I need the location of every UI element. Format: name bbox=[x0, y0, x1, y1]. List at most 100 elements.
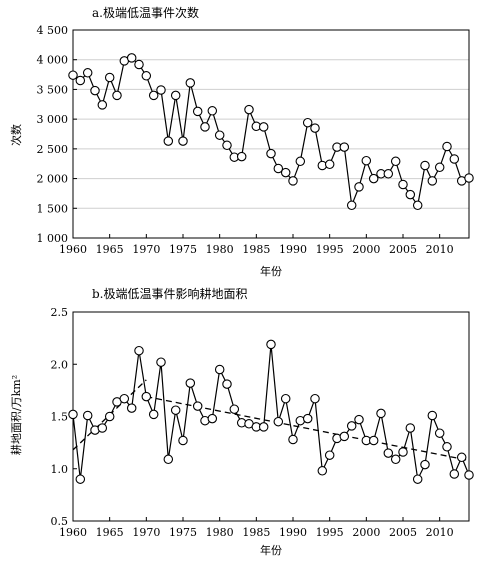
panel-a-data-point bbox=[126, 53, 137, 63]
panel-b-data-point bbox=[412, 474, 423, 484]
panel-b-data-point bbox=[317, 466, 328, 476]
panel-a-xtick-label: 2010 bbox=[426, 243, 454, 256]
panel-b-data-point bbox=[405, 423, 416, 433]
panel-b-data-point bbox=[134, 345, 144, 356]
panel-a-xtick-label: 1965 bbox=[96, 243, 124, 256]
panel-a-data-point bbox=[390, 156, 401, 167]
panel-b-xtick-label: 1970 bbox=[132, 526, 160, 539]
panel-b-ytick-label: 0.5 bbox=[51, 515, 69, 528]
panel-a-data-point bbox=[163, 136, 174, 146]
panel-b-data-point bbox=[141, 391, 152, 402]
panel-a-xtick-label: 1960 bbox=[59, 243, 87, 256]
panel-b-ytick-label: 1.5 bbox=[51, 411, 69, 424]
panel-b-data-point bbox=[346, 421, 357, 431]
panel-b-data-point bbox=[229, 404, 240, 414]
panel-b-xtick-label: 1995 bbox=[316, 526, 344, 539]
panel-a-data-point bbox=[178, 136, 188, 146]
panel-b-data-point bbox=[185, 378, 196, 388]
panel-a-data-point bbox=[97, 100, 108, 110]
panel-a-data-point bbox=[368, 173, 379, 184]
panel-b-data-point bbox=[427, 410, 438, 421]
panel-b-data-point bbox=[82, 410, 93, 421]
panel-b-data-point bbox=[222, 379, 232, 389]
panel-b-data-point bbox=[68, 409, 78, 420]
panel-a-ytick-label: 4 000 bbox=[37, 54, 69, 67]
panel-b-title: b.极端低温事件影响耕地面积 bbox=[92, 286, 248, 301]
panel-a-data-point bbox=[68, 70, 78, 80]
panel-a-data-point bbox=[192, 106, 203, 117]
panel-a-data-point bbox=[383, 169, 394, 179]
panel-b-data-point bbox=[75, 474, 86, 484]
panel-b-xtick-label: 2010 bbox=[426, 526, 454, 539]
panel-b-data-point bbox=[398, 447, 408, 457]
panel-b-data-point bbox=[310, 393, 320, 404]
panel-b-data-point bbox=[97, 423, 108, 433]
panel-a-xtick-label: 1990 bbox=[279, 243, 307, 256]
panel-b-xtick-label: 1965 bbox=[96, 526, 124, 539]
panel-b-data-point bbox=[280, 393, 291, 404]
panel-b-data-point bbox=[156, 357, 166, 367]
panel-a-ytick-label: 2 500 bbox=[37, 143, 69, 156]
panel-a-data-point bbox=[302, 117, 313, 128]
panel-a-ylabel: 次数 bbox=[9, 124, 23, 146]
panel-a-data-point bbox=[141, 71, 152, 81]
panel-a-ytick-label: 3 000 bbox=[37, 113, 69, 126]
panel-a-xtick-label: 1980 bbox=[206, 243, 234, 256]
panel-a-xtick-label: 2000 bbox=[352, 243, 380, 256]
panel-a-data-point bbox=[104, 72, 115, 83]
panel-b-data-point bbox=[339, 431, 350, 442]
panel-b-data-point bbox=[324, 450, 335, 460]
panel-b-data-point bbox=[383, 448, 394, 458]
panel-b-data-point bbox=[207, 413, 218, 424]
panel-a-ytick-label: 4 500 bbox=[37, 24, 69, 37]
panel-b-xtick-label: 1960 bbox=[59, 526, 87, 539]
panel-a-data-point bbox=[420, 160, 430, 171]
panel-b-data-point bbox=[376, 408, 386, 419]
panel-a-xtick-label: 1995 bbox=[316, 243, 344, 256]
panel-b-data-point bbox=[456, 452, 467, 463]
panel-a-data-point bbox=[449, 154, 460, 164]
panel-a-plot-frame bbox=[72, 29, 470, 239]
panel-a-xtick-label: 2005 bbox=[389, 243, 417, 256]
panel-a-title: a.极端低温事件次数 bbox=[92, 5, 199, 20]
panel-a-data-point bbox=[310, 123, 320, 133]
panel-a-data-point bbox=[412, 200, 423, 211]
panel-a-data-point bbox=[405, 189, 416, 200]
panel-a-data-point bbox=[295, 156, 306, 167]
panel-b-data-point bbox=[126, 403, 137, 413]
panel-a-chart: a.极端低温事件次数 次数 年份 1 000 1 500 2 000 2 500 3 0… bbox=[9, 5, 474, 278]
panel-a-data-point bbox=[273, 163, 284, 174]
panel-a-series-line bbox=[72, 57, 470, 207]
panel-b-data-point bbox=[302, 413, 313, 424]
panel-a-ytick-label: 1 500 bbox=[37, 202, 69, 215]
panel-a-data-point bbox=[148, 90, 159, 101]
panel-b-data-point bbox=[170, 405, 181, 415]
panel-a-data-point bbox=[207, 106, 218, 116]
panel-a-data-point bbox=[464, 173, 474, 183]
panel-a-data-point bbox=[200, 122, 210, 132]
panel-b-data-point bbox=[192, 401, 203, 411]
panel-b-data-point bbox=[464, 470, 474, 480]
panel-b-data-point bbox=[434, 428, 445, 438]
panel-a-data-point bbox=[90, 85, 100, 96]
panel-a-ytick-label: 2 000 bbox=[37, 173, 69, 186]
panel-b-xtick-label: 1980 bbox=[206, 526, 234, 539]
panel-a-data-point bbox=[82, 68, 93, 78]
panel-b-data-point bbox=[354, 414, 364, 425]
panel-b-xlabel: 年份 bbox=[260, 543, 282, 557]
panel-a-data-point bbox=[324, 159, 335, 170]
panel-a-data-point bbox=[354, 182, 364, 192]
panel-a-data-point bbox=[398, 179, 408, 190]
panel-b-data-point bbox=[178, 435, 188, 446]
panel-a-data-point bbox=[134, 59, 144, 70]
panel-a-data-point bbox=[214, 130, 225, 140]
panel-b-xtick-label: 2000 bbox=[352, 526, 380, 539]
panel-a-data-point bbox=[339, 142, 350, 152]
panel-a-data-point bbox=[427, 176, 438, 186]
panel-b-data-point bbox=[420, 459, 430, 470]
panel-a-data-point bbox=[361, 155, 372, 166]
panel-a-data-point bbox=[185, 78, 196, 88]
panel-b-data-point bbox=[390, 454, 401, 465]
panel-b-ytick-label: 2.5 bbox=[51, 306, 69, 319]
panel-b-ytick-label: 1.0 bbox=[51, 463, 69, 476]
